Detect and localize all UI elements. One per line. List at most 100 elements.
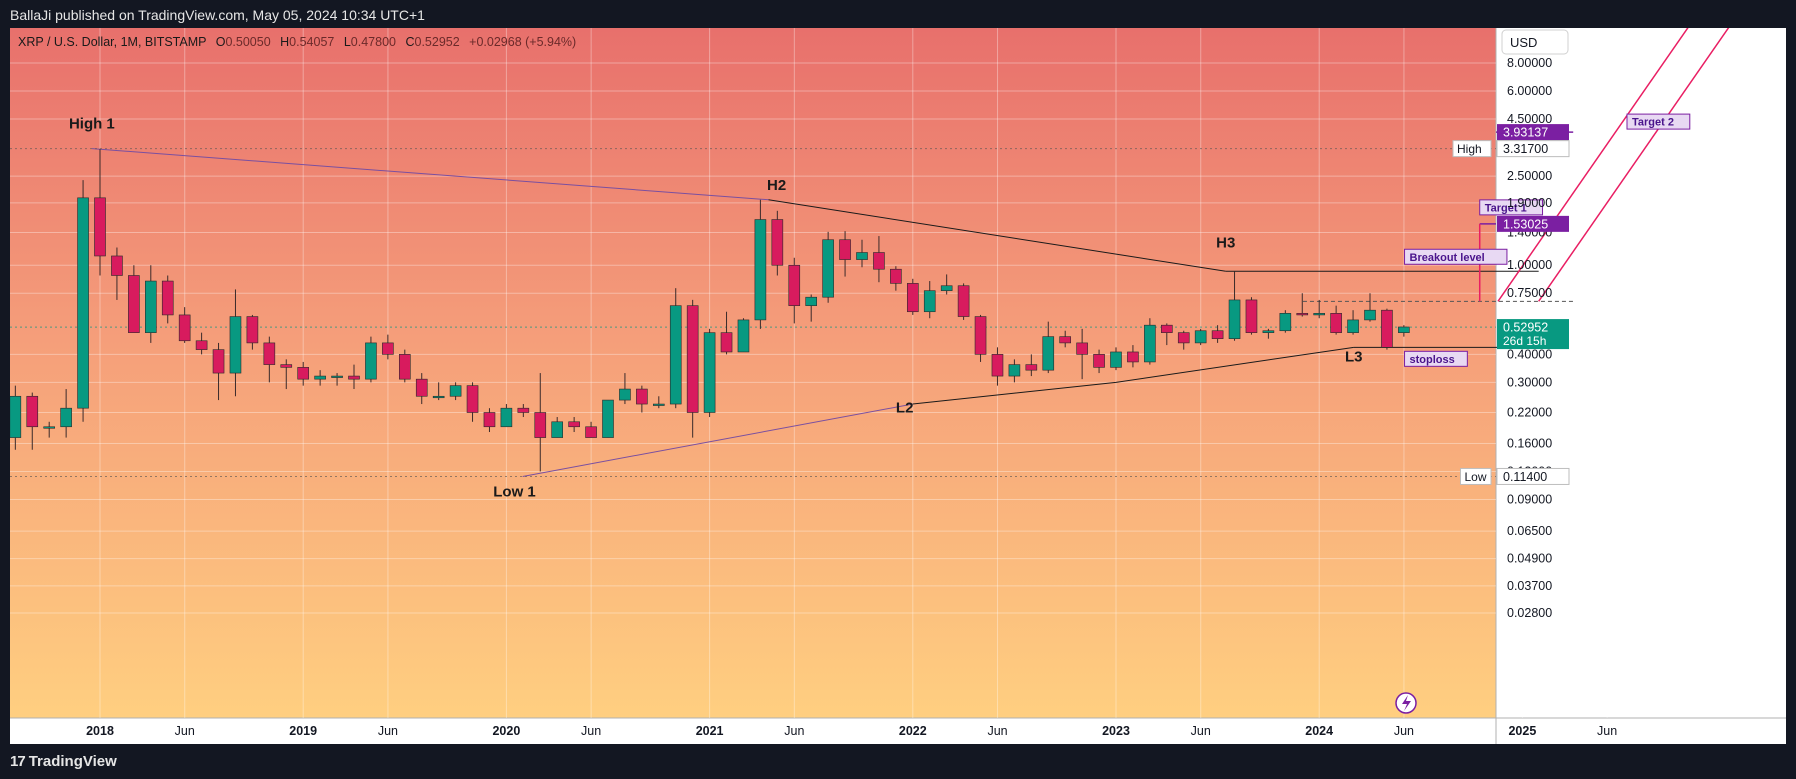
- candle-body: [1059, 336, 1071, 344]
- candle-body: [382, 342, 394, 355]
- candle-body: [619, 388, 631, 401]
- candle-body: [839, 239, 851, 260]
- target1-box-text: Target 1: [1485, 202, 1527, 214]
- stoploss-box-bg: [1404, 350, 1468, 367]
- candle-body: [263, 342, 276, 365]
- candle-body: [483, 412, 496, 428]
- candle-body: [856, 252, 868, 260]
- candle: [1245, 297, 1258, 335]
- candle-body: [1279, 313, 1292, 332]
- level-value: 3.31700: [1503, 142, 1548, 156]
- x-tick-label: Jun: [1394, 724, 1414, 738]
- y-tick-label: 0.09000: [1507, 492, 1552, 506]
- candle-body: [60, 407, 72, 428]
- candle: [94, 149, 106, 276]
- svg-text:XRP / U.S. Dollar, 1M, BITSTAM: XRP / U.S. Dollar, 1M, BITSTAMP O0.50050…: [18, 35, 576, 49]
- projection-line-a: [1497, 28, 1689, 302]
- replay-icon[interactable]: [1395, 692, 1417, 714]
- legend-l-value: 0.47800: [351, 35, 396, 49]
- candle-body: [77, 197, 89, 409]
- candle-body: [1296, 313, 1309, 316]
- legend-o-label: O: [216, 35, 226, 49]
- candle: [940, 274, 953, 295]
- currency-button[interactable]: USD: [1501, 29, 1569, 55]
- legend-h-value: 0.54057: [289, 35, 334, 49]
- candle: [466, 382, 479, 422]
- candle-body: [1364, 309, 1376, 321]
- candle: [500, 404, 513, 428]
- candle-body: [703, 332, 716, 413]
- published-header: BallaJi published on TradingView.com, Ma…: [0, 0, 1796, 28]
- candle-body: [957, 285, 970, 317]
- x-tick-label: Jun: [1597, 724, 1617, 738]
- pivot-label: L3: [1345, 348, 1363, 365]
- y-tick-label: 0.75000: [1507, 286, 1552, 300]
- x-tick-label: Jun: [378, 724, 398, 738]
- candle-body: [1262, 330, 1275, 333]
- candle: [297, 361, 310, 386]
- candle: [873, 236, 885, 283]
- target2-box-text: Target 2: [1632, 117, 1674, 129]
- breakout-box-bg: [1404, 248, 1508, 265]
- candle-body: [314, 375, 326, 380]
- footer: 17 TradingView: [0, 743, 1796, 779]
- legend-l-label: L: [344, 35, 351, 49]
- candle: [1025, 354, 1038, 377]
- candle-body: [1076, 342, 1088, 355]
- candle-body: [1042, 336, 1055, 371]
- candle: [1381, 308, 1393, 350]
- level-label: High: [1457, 142, 1482, 156]
- price-axis: 8.000006.000004.500002.500001.900001.400…: [1452, 56, 1570, 620]
- lower-trendline-1: [522, 403, 913, 477]
- candle: [1093, 349, 1105, 374]
- candle-body: [398, 354, 411, 380]
- candle: [178, 307, 191, 343]
- legend-c-label: C: [405, 35, 414, 49]
- x-tick-label: 2024: [1305, 724, 1333, 738]
- candle-body: [195, 340, 208, 350]
- drawing-lines: [10, 28, 1730, 477]
- candle-body: [822, 239, 834, 298]
- candle: [822, 231, 834, 303]
- candle: [636, 385, 648, 413]
- x-tick-label: Jun: [581, 724, 601, 738]
- candle-body: [1347, 319, 1359, 333]
- x-tick-label: 2021: [696, 724, 724, 738]
- candle: [1076, 328, 1088, 380]
- candle-series: [10, 149, 1410, 472]
- plot-background: [10, 28, 1496, 718]
- last-price-countdown: 26d 15h: [1503, 334, 1546, 348]
- candle: [771, 210, 784, 276]
- candle: [77, 180, 89, 422]
- candle: [348, 364, 360, 390]
- level-label-bg: [1460, 467, 1492, 485]
- candle-body: [1245, 299, 1258, 333]
- footer-brand: TradingView: [28, 753, 117, 770]
- y-tick-label: 0.06500: [1507, 524, 1552, 538]
- candle: [568, 417, 580, 433]
- y-tick-label: 0.22000: [1507, 406, 1552, 420]
- stoploss-box: stoploss: [1404, 350, 1468, 367]
- tradingview-mark-icon: 17: [10, 753, 26, 770]
- candle-body: [669, 305, 682, 405]
- candle: [991, 347, 1004, 386]
- candle-body: [517, 407, 530, 413]
- candle-body: [805, 296, 818, 306]
- tradingview-logo[interactable]: 17 TradingView: [10, 753, 117, 770]
- candle-body: [636, 388, 648, 405]
- price-chart[interactable]: High 1 H2 H3 Low 1 L2 L3 Target 1 Target 2 Break…: [10, 28, 1786, 744]
- candle: [652, 396, 665, 409]
- candle: [1313, 299, 1325, 319]
- target2-box: Target 2: [1626, 113, 1691, 130]
- candle: [1330, 305, 1342, 335]
- x-tick-label: Jun: [1191, 724, 1211, 738]
- candle-body: [500, 407, 513, 428]
- price-tag-value: 1.53025: [1503, 217, 1548, 231]
- candle-body: [602, 399, 614, 438]
- candle: [754, 199, 767, 329]
- candle: [957, 283, 970, 320]
- candle: [398, 349, 411, 383]
- candle: [974, 314, 987, 362]
- price-tag-bg: [1497, 124, 1569, 141]
- candle-body: [568, 421, 580, 428]
